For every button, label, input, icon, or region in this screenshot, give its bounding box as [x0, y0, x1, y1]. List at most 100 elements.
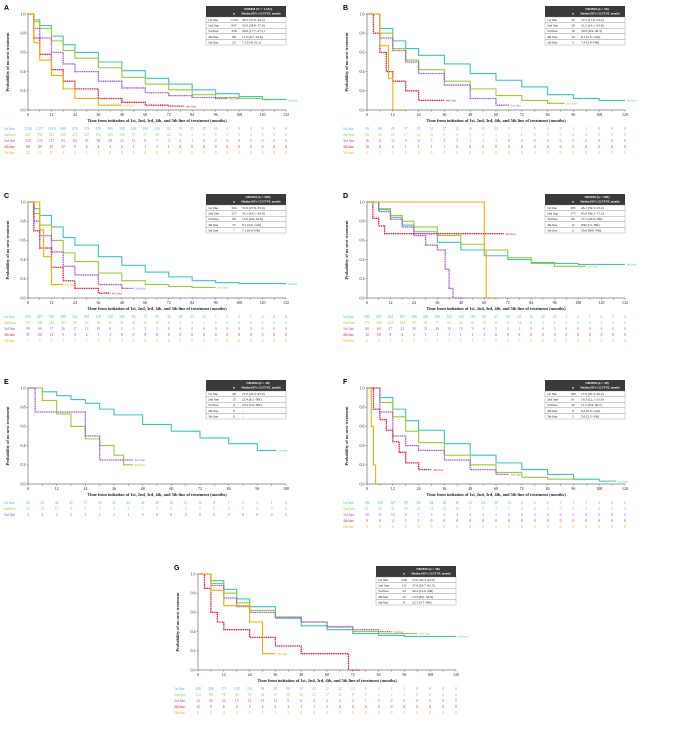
risk-count: 72 [143, 315, 147, 319]
risk-count: 0 [156, 333, 158, 337]
risk-count: 8 [213, 501, 215, 505]
risk-count: 53 [506, 315, 510, 319]
risk-count: 5 [180, 321, 182, 325]
risk-row-label: 5th line [343, 339, 354, 343]
risk-count: 55 [299, 687, 303, 691]
risk-count: 1 [483, 333, 485, 337]
risk-count: 647 [25, 133, 31, 137]
risk-count: 37 [404, 127, 408, 131]
x-tick-label: 84 [190, 112, 194, 117]
risk-count: 22 [190, 315, 194, 319]
table-cell-n: 6 [403, 600, 405, 604]
risk-count: 41 [391, 507, 395, 511]
risk-count: 0 [521, 525, 523, 529]
risk-count: 1 [521, 133, 523, 137]
risk-count: 0 [442, 711, 444, 715]
risk-row-label: 4th line [4, 333, 15, 337]
risk-count: 20 [494, 501, 498, 505]
table-header-bg [545, 380, 625, 391]
y-tick-label: 0.0 [21, 295, 26, 300]
risk-count: 0 [519, 339, 521, 343]
risk-count: 0 [534, 525, 536, 529]
risk-count: 1,510 [24, 127, 32, 132]
risk-count: 0 [455, 705, 457, 709]
y-tick-label: 0.0 [191, 667, 196, 672]
risk-count: 0 [203, 333, 205, 337]
risk-count: 3 [249, 711, 251, 715]
risk-count: 0 [168, 327, 170, 331]
series-end-label: 1st line [627, 263, 637, 267]
table-cell-median: 37.3 (29.6–NR) [581, 217, 602, 221]
risk-count: 0 [273, 133, 275, 137]
risk-count: 1 [482, 513, 484, 517]
risk-count: 17 [73, 327, 77, 331]
table-title: NDMM (n = 48) [416, 567, 439, 571]
table-cell-median: 7.1 (3.8–22.1) [242, 40, 261, 44]
risk-count: 0 [547, 513, 549, 517]
risk-count: 0 [585, 151, 587, 155]
risk-count: 8 [109, 327, 111, 331]
risk-count: 80 [26, 145, 30, 149]
risk-count: 160 [376, 321, 382, 325]
risk-count: 0 [565, 333, 567, 337]
series-end-label: 5th line [377, 482, 388, 486]
risk-count: 0 [185, 507, 187, 511]
x-tick-label: 0 [27, 300, 29, 305]
risk-count: 0 [601, 333, 603, 337]
risk-count: 1 [127, 513, 129, 517]
x-tick-label: 24 [417, 112, 421, 117]
table-cell-line: 3rd line [547, 29, 558, 33]
table-col-n: n [233, 12, 235, 16]
risk-count: 3 [507, 327, 509, 331]
risk-count: 69 [38, 327, 42, 331]
x-tick-label: 60 [325, 672, 329, 677]
risk-count: 0 [431, 151, 433, 155]
risk-count: 20 [155, 501, 159, 505]
median-table: NDMM (n = 48) n Median (95% CI) TTNT, mont… [205, 380, 287, 420]
risk-count: 350 [49, 315, 55, 319]
risk-count: 14 [430, 507, 434, 511]
risk-count: 0 [215, 145, 217, 149]
risk-count: 0 [238, 333, 240, 337]
risk-count: 91 [424, 321, 428, 325]
risk-count: 55 [190, 127, 194, 131]
risk-count: 20 [38, 333, 42, 337]
risk-count: 7 [418, 513, 420, 517]
risk-count: 0 [601, 339, 603, 343]
risk-count: 1 [191, 133, 193, 137]
risk-count: 0 [521, 145, 523, 149]
risk-count: 9 [366, 519, 368, 523]
risk-count: 0 [416, 699, 418, 703]
risk-count: 0 [534, 133, 536, 137]
risk-count: 28 [108, 139, 112, 143]
risk-count: 0 [585, 513, 587, 517]
series-line-2 [367, 13, 565, 104]
y-tick-label: 0.6 [360, 424, 365, 429]
risk-count: 0 [577, 333, 579, 337]
risk-count: 1 [573, 127, 575, 131]
table-cell-n: 28 [571, 24, 575, 28]
risk-count: 3 [378, 693, 380, 697]
y-tick-label: 0.6 [360, 238, 365, 243]
risk-count: 227 [84, 133, 90, 137]
table-cell-median: NR (3.5–NR) [581, 223, 599, 227]
series-line-1 [28, 387, 277, 451]
x-tick-label: 72 [198, 486, 202, 491]
x-tick-label: 120 [622, 112, 628, 117]
y-tick-label: 0.4 [360, 69, 365, 74]
risk-count: 0 [180, 333, 182, 337]
risk-count: 10 [365, 145, 369, 149]
panel-letter: D [343, 193, 348, 200]
risk-count: 0 [203, 327, 205, 331]
table-cell-median: 37.0 (30.3–42.9) [412, 578, 435, 582]
risk-count: 0 [542, 339, 544, 343]
risk-count: 2 [392, 145, 394, 149]
risk-count: 0 [109, 151, 111, 155]
x-tick-label: 60 [143, 112, 147, 117]
risk-row-label: 4th line [4, 145, 15, 149]
series-line-3 [367, 387, 509, 476]
risk-row-label: 2nd line [343, 507, 355, 511]
risk-count: 1 [436, 333, 438, 337]
risk-count: 0 [365, 705, 367, 709]
series-line-5 [28, 13, 122, 106]
